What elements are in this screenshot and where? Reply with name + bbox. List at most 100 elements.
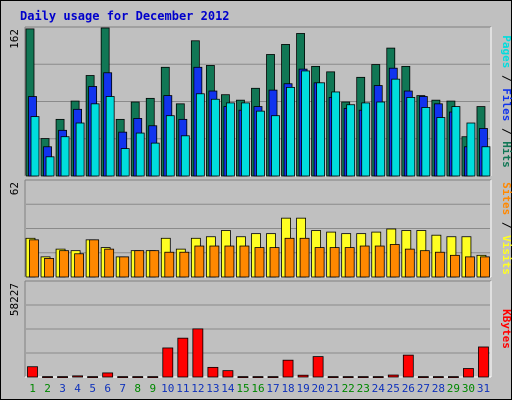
kbytes-bar	[387, 374, 399, 378]
pages-bar	[90, 103, 100, 177]
sites-bar	[419, 250, 430, 278]
x-tick-label: 25	[387, 382, 400, 395]
kbytes-bar	[117, 376, 129, 378]
pages-bar	[421, 107, 431, 177]
y-max-label: 58227	[8, 283, 21, 316]
x-tick-label: 5	[89, 382, 96, 395]
sites-bar	[134, 250, 145, 278]
pages-bar	[210, 98, 220, 177]
sites-bar	[450, 254, 460, 278]
sites-bar	[254, 247, 265, 278]
sites-bar	[74, 253, 84, 278]
x-tick-label: 17	[266, 382, 279, 395]
pages-bar	[271, 115, 280, 177]
sites-bar	[104, 248, 115, 278]
sites-bar	[465, 256, 475, 278]
sites-bar	[480, 256, 490, 278]
pages-bar	[45, 156, 55, 177]
x-tick-label: 31	[477, 382, 490, 395]
pages-bar	[361, 102, 371, 177]
sites-bar	[194, 245, 205, 278]
legend-part: Pages	[500, 35, 512, 68]
pages-bar	[150, 142, 160, 177]
side-legend-label: Sites / Visits	[500, 182, 512, 275]
pages-bar	[256, 110, 265, 177]
pages-bar	[286, 86, 295, 177]
kbytes-bar	[57, 376, 68, 378]
x-tick-label: 15	[236, 382, 249, 395]
x-tick-label: 27	[417, 382, 430, 395]
kbytes-bar	[237, 376, 249, 378]
pages-bar	[180, 135, 190, 177]
kbytes-bar	[87, 376, 99, 378]
kbytes-bar	[402, 354, 414, 378]
pages-bar	[346, 104, 356, 177]
pages-bar	[466, 122, 476, 177]
kbytes-bar	[448, 376, 459, 378]
sites-bar	[389, 244, 400, 278]
kbytes-bar	[222, 370, 234, 378]
sites-bar	[359, 245, 370, 278]
sites-bar	[299, 237, 310, 278]
kbytes-bar	[162, 347, 174, 378]
sites-bar	[374, 245, 385, 278]
pages-bar	[316, 82, 326, 177]
pages-bar	[331, 91, 341, 177]
x-tick-label: 8	[134, 382, 141, 395]
sites-bar	[164, 251, 175, 278]
pages-bar	[436, 117, 446, 177]
sites-bar	[314, 247, 325, 278]
legend-part: Visits	[500, 235, 512, 275]
sites-bar	[44, 258, 54, 278]
pages-bar	[30, 116, 40, 177]
pages-bar	[301, 70, 310, 177]
kbytes-bar	[432, 376, 444, 378]
kbytes-bar	[342, 376, 354, 378]
kbytes-bar	[478, 346, 489, 378]
chart-title: Daily usage for December 2012	[20, 9, 230, 23]
legend-part: /	[500, 68, 512, 88]
sites-bar	[89, 239, 100, 278]
kbytes-bar	[357, 376, 369, 378]
x-tick-label: 9	[149, 382, 156, 395]
kbytes-bar	[27, 366, 38, 378]
kbytes-bar	[297, 374, 309, 378]
x-tick-label: 24	[372, 382, 386, 395]
x-tick-label: 19	[296, 382, 309, 395]
pages-bar	[391, 78, 401, 177]
kbytes-bar	[282, 359, 294, 378]
kbytes-bar	[312, 356, 324, 378]
legend-part: /	[500, 121, 512, 141]
kbytes-bar	[132, 376, 144, 378]
x-tick-label: 7	[119, 382, 126, 395]
sites-bar	[269, 247, 280, 278]
sites-bar	[29, 239, 39, 278]
pages-bar	[195, 93, 205, 177]
x-tick-label: 10	[161, 382, 174, 395]
kbytes-bar	[102, 372, 114, 378]
kbytes-bar	[72, 375, 83, 378]
pages-bar	[105, 96, 115, 177]
sites-bar	[344, 247, 355, 278]
pages-bar	[75, 122, 85, 177]
side-legend-label: KBytes	[500, 309, 512, 349]
kbytes-bar	[327, 376, 339, 378]
pages-bar	[376, 101, 386, 177]
sites-bar	[179, 251, 190, 278]
kbytes-bar	[417, 376, 429, 378]
x-tick-label: 12	[191, 382, 204, 395]
x-tick-label: 1	[29, 382, 36, 395]
kbytes-bar	[463, 368, 474, 378]
sites-bar	[239, 245, 250, 278]
sites-bar	[284, 237, 295, 278]
kbytes-bar	[267, 376, 279, 378]
x-tick-label: 4	[74, 382, 81, 395]
x-tick-label: 16	[251, 382, 264, 395]
x-tick-label: 6	[104, 382, 111, 395]
sites-bar	[224, 245, 235, 278]
y-max-label: 62	[8, 182, 21, 195]
sites-bar	[209, 245, 220, 278]
kbytes-bar	[42, 376, 53, 378]
x-tick-label: 23	[357, 382, 370, 395]
